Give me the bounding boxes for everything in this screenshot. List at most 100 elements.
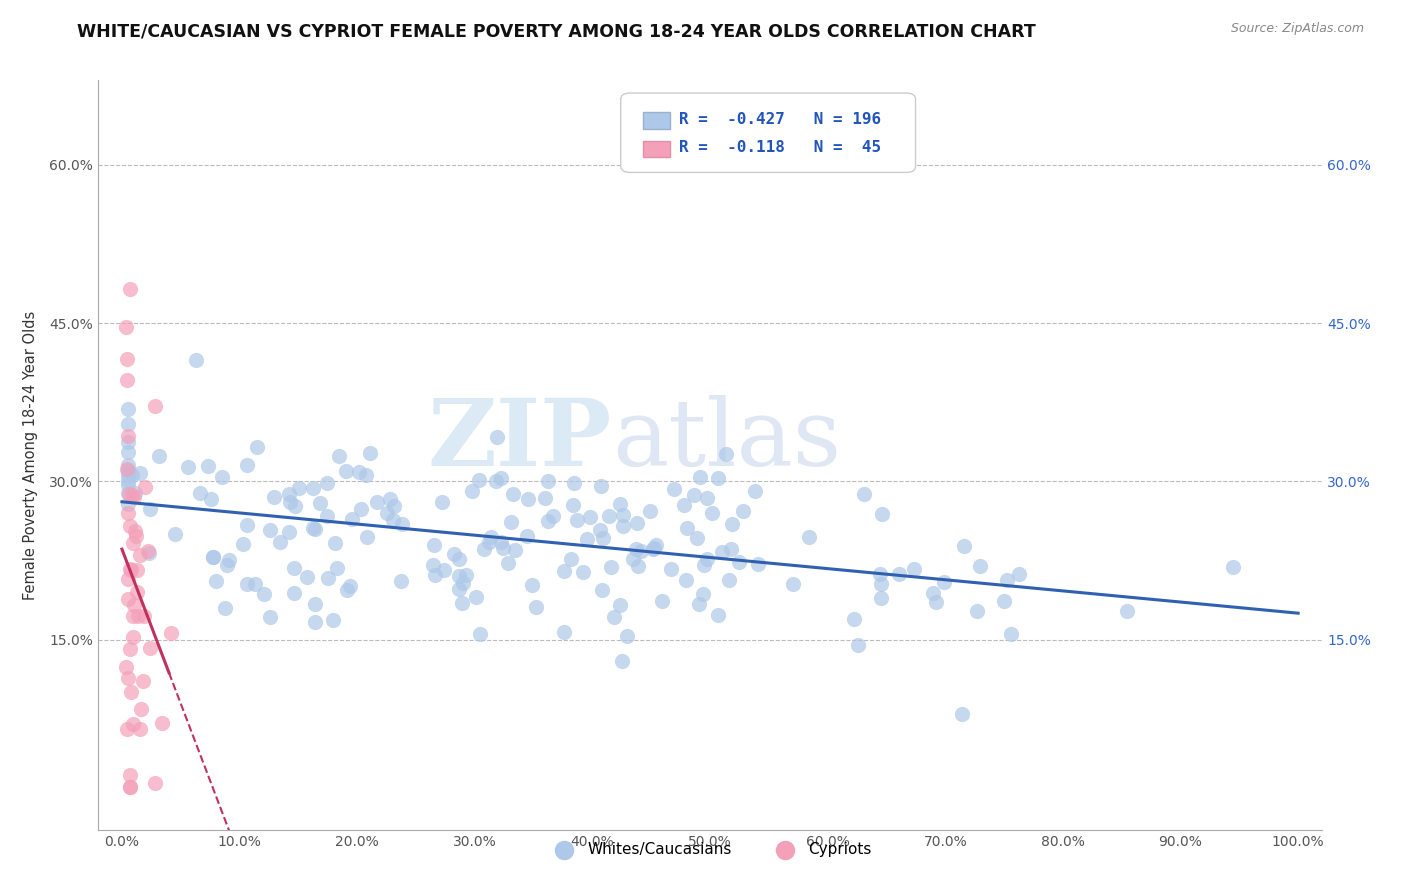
Point xyxy=(235,517,257,532)
Point xyxy=(447,582,470,597)
Point xyxy=(522,578,544,592)
Point xyxy=(323,536,346,550)
Point xyxy=(423,538,446,552)
Point xyxy=(468,473,491,487)
Point xyxy=(922,585,945,599)
Point xyxy=(163,527,186,541)
Point xyxy=(496,556,519,570)
Point xyxy=(592,532,614,546)
Point xyxy=(610,654,633,668)
Point xyxy=(600,559,623,574)
Point xyxy=(561,498,583,512)
Point xyxy=(423,567,446,582)
Point xyxy=(711,545,734,559)
Point xyxy=(578,510,600,524)
Point xyxy=(609,497,631,511)
FancyBboxPatch shape xyxy=(643,141,669,158)
Text: R =  -0.427   N = 196: R = -0.427 N = 196 xyxy=(679,112,882,127)
Point xyxy=(430,495,453,509)
Point xyxy=(689,470,711,484)
Point xyxy=(662,482,685,496)
Point xyxy=(717,573,740,587)
Point xyxy=(565,512,588,526)
Point xyxy=(536,514,558,528)
Point xyxy=(515,529,537,543)
Point xyxy=(121,468,143,483)
Text: atlas: atlas xyxy=(612,395,841,485)
Point xyxy=(150,715,173,730)
Point xyxy=(675,573,697,587)
Point xyxy=(302,481,325,495)
Point xyxy=(562,476,585,491)
Point xyxy=(125,529,148,543)
Point xyxy=(336,582,359,597)
Point xyxy=(315,476,337,491)
Point xyxy=(686,532,709,546)
Point xyxy=(683,488,706,502)
Point xyxy=(503,543,526,558)
Point xyxy=(673,498,696,512)
Point xyxy=(117,671,139,685)
Point xyxy=(283,561,305,575)
Point xyxy=(572,565,595,579)
Point xyxy=(246,440,269,454)
Point xyxy=(720,541,742,556)
Point xyxy=(474,541,496,556)
Point xyxy=(870,507,893,521)
Point xyxy=(464,590,486,604)
Point xyxy=(339,579,361,593)
Point xyxy=(186,353,208,368)
Point xyxy=(139,501,162,516)
Point xyxy=(627,558,650,573)
Point xyxy=(277,525,299,540)
Point xyxy=(122,535,145,549)
Point xyxy=(121,716,143,731)
Point xyxy=(326,561,349,575)
Point xyxy=(263,490,285,504)
Point xyxy=(492,541,515,555)
Point xyxy=(118,487,141,501)
Point xyxy=(200,491,222,506)
Point xyxy=(359,445,381,459)
Point xyxy=(461,483,484,498)
Point xyxy=(134,608,156,623)
Point xyxy=(118,780,141,795)
Point xyxy=(120,563,142,577)
Point xyxy=(576,532,599,546)
Point xyxy=(269,534,291,549)
Point xyxy=(284,500,307,514)
Point xyxy=(117,401,139,416)
Point xyxy=(702,507,724,521)
Point xyxy=(316,571,339,585)
Point xyxy=(696,552,718,566)
Point xyxy=(478,535,501,549)
Point xyxy=(148,449,170,463)
Point xyxy=(728,555,751,569)
Point xyxy=(449,552,471,566)
Point xyxy=(486,430,509,444)
Point xyxy=(852,487,875,501)
Point xyxy=(733,504,755,518)
Point xyxy=(675,521,697,535)
Point xyxy=(502,486,524,500)
Point xyxy=(995,574,1018,588)
Point xyxy=(160,625,183,640)
Point xyxy=(132,674,155,689)
Point xyxy=(124,486,146,500)
Point xyxy=(115,722,138,736)
Point xyxy=(120,282,142,296)
Point xyxy=(993,594,1015,608)
Legend: Whites/Caucasians, Cypriots: Whites/Caucasians, Cypriots xyxy=(543,836,877,863)
Point xyxy=(468,627,491,641)
Point xyxy=(598,508,620,523)
Point xyxy=(588,523,610,537)
Point xyxy=(966,603,988,617)
Point xyxy=(304,598,326,612)
Point xyxy=(177,460,200,475)
Point xyxy=(278,494,301,508)
Point xyxy=(308,496,330,510)
Point xyxy=(259,523,281,537)
Point xyxy=(953,540,976,554)
Point xyxy=(842,612,865,626)
Point xyxy=(382,499,405,513)
